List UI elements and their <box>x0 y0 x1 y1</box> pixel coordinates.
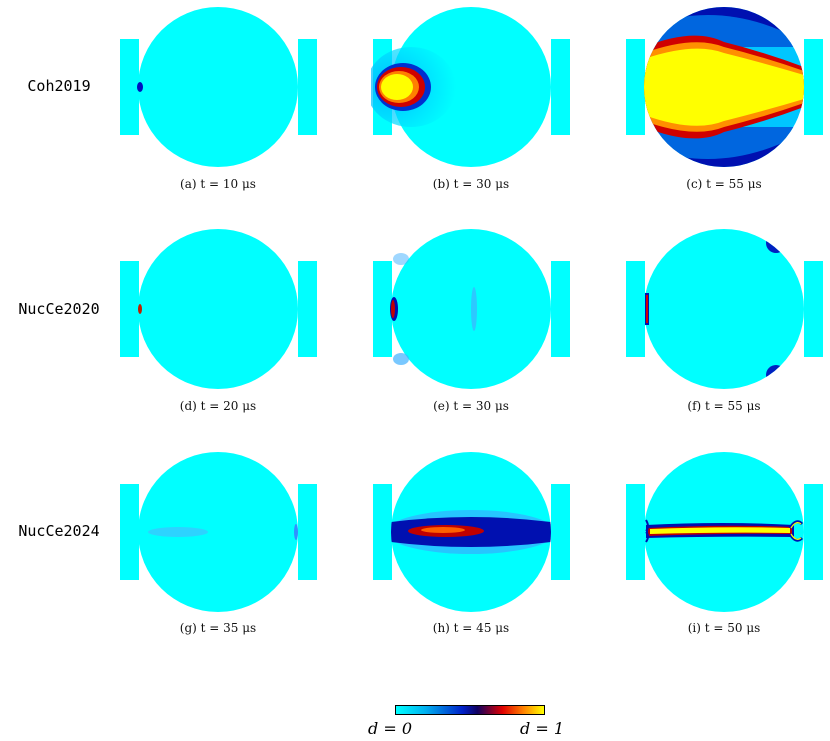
row-label-coh2019: Coh2019 <box>27 77 91 95</box>
panel-e <box>371 209 571 409</box>
panel-d <box>118 209 318 409</box>
panel-g <box>118 432 318 632</box>
panel-c <box>624 0 824 187</box>
panel-h <box>371 432 571 632</box>
panel-i <box>624 432 824 632</box>
caption-a: (a) t = 10 μs <box>180 177 256 191</box>
caption-i: (i) t = 50 μs <box>687 621 761 635</box>
caption-d: (d) t = 20 μs <box>179 399 257 413</box>
caption-e: (e) t = 30 μs <box>433 399 509 413</box>
row-label-nucce2020: NucCe2020 <box>18 300 100 318</box>
row-label-nucce2024: NucCe2024 <box>18 522 100 540</box>
panel-f <box>624 209 824 409</box>
caption-c: (c) t = 55 μs <box>686 177 762 191</box>
caption-b: (b) t = 30 μs <box>432 177 510 191</box>
caption-f: (f) t = 55 μs <box>687 399 761 413</box>
colorbar-max-label: d = 1 <box>520 719 564 738</box>
colorbar-min-label: d = 0 <box>368 719 412 738</box>
caption-h: (h) t = 45 μs <box>432 621 510 635</box>
caption-g: (g) t = 35 μs <box>179 621 257 635</box>
panel-b <box>371 0 571 187</box>
colorbar <box>395 705 545 715</box>
panel-a <box>118 0 318 187</box>
